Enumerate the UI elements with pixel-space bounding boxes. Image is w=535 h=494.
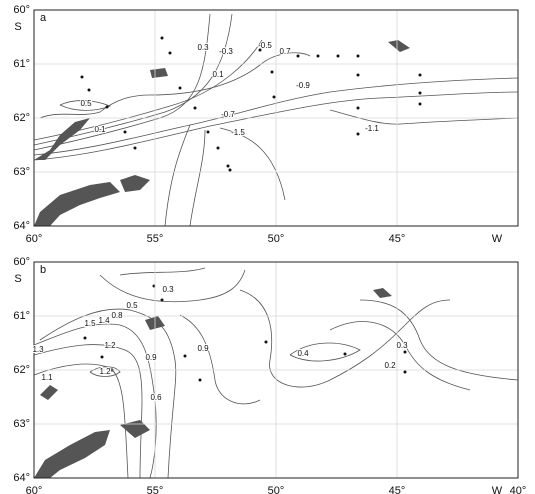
- contour-label: 1.1: [41, 373, 53, 382]
- lat-tick-label: 63°: [13, 166, 30, 178]
- panel-label: b: [40, 264, 46, 276]
- lon-hemisphere: W: [492, 485, 503, 494]
- lon-tick-label: 60°: [26, 233, 43, 245]
- contour-label: 0.1: [94, 125, 106, 134]
- contour-label: 0.8: [111, 311, 123, 320]
- lat-tick-label: 64°: [13, 472, 30, 484]
- lon-tick-label: 45°: [389, 485, 406, 494]
- contour-label: 0.6: [150, 393, 162, 402]
- lat-hemisphere: S: [14, 21, 21, 33]
- lon-tick-label: 45°: [389, 233, 406, 245]
- lat-tick-label: 61°: [13, 310, 30, 322]
- contour-label: 0.9: [145, 353, 157, 362]
- lon-tick-label: 40°: [510, 485, 527, 494]
- lon-tick-label: 50°: [268, 233, 285, 245]
- contour-label: 1.5: [84, 319, 96, 328]
- lon-tick-label: 50°: [268, 485, 285, 494]
- land-b: [34, 288, 392, 478]
- contour-label: 1.2: [104, 341, 116, 350]
- contour-label: 0.9: [197, 344, 209, 353]
- stations-b: [83, 284, 407, 382]
- contour-label: 0.3: [197, 43, 209, 52]
- contour-label: 0.1: [212, 70, 224, 79]
- stations-a: [80, 36, 422, 172]
- lon-tick-label: 60°: [26, 485, 43, 494]
- contour-label: 0.3: [396, 341, 408, 350]
- lat-tick-label: 61°: [13, 58, 30, 70]
- contour-label: -0.5: [258, 41, 272, 50]
- contour-label: 1.4: [98, 316, 110, 325]
- contour-label: 1.2: [99, 367, 111, 376]
- contour-label: 0.3: [162, 285, 174, 294]
- lat-tick-label: 62°: [13, 364, 30, 376]
- lon-tick-label: 55°: [147, 233, 164, 245]
- contour-label: 1.3: [32, 345, 44, 354]
- panel-frame: [33, 9, 519, 227]
- contour-label: -1.5: [231, 128, 245, 137]
- lat-hemisphere: S: [14, 273, 21, 285]
- lat-tick-label: 62°: [13, 112, 30, 124]
- panel-label: a: [40, 12, 47, 24]
- lat-tick-label: 63°: [13, 418, 30, 430]
- contour-label: -0.3: [219, 47, 233, 56]
- lon-tick-label: 55°: [147, 485, 164, 494]
- contour-label: 0.4: [297, 349, 309, 358]
- contour-label: 0.5: [126, 301, 138, 310]
- lon-hemisphere: W: [492, 233, 503, 245]
- lat-tick-label: 60°: [13, 4, 30, 16]
- lat-tick-label: 64°: [13, 220, 30, 232]
- contour-label: 0.2: [384, 361, 396, 370]
- panel-frame: [33, 261, 519, 479]
- contour-label: -1.1: [365, 124, 379, 133]
- contour-label: -0.9: [296, 81, 310, 90]
- lat-tick-label: 60°: [13, 256, 30, 268]
- contour-label: 0.7: [279, 47, 291, 56]
- land-a: [34, 40, 410, 226]
- contour-label: -0.7: [221, 110, 235, 119]
- contour-label: 0.5: [80, 99, 92, 108]
